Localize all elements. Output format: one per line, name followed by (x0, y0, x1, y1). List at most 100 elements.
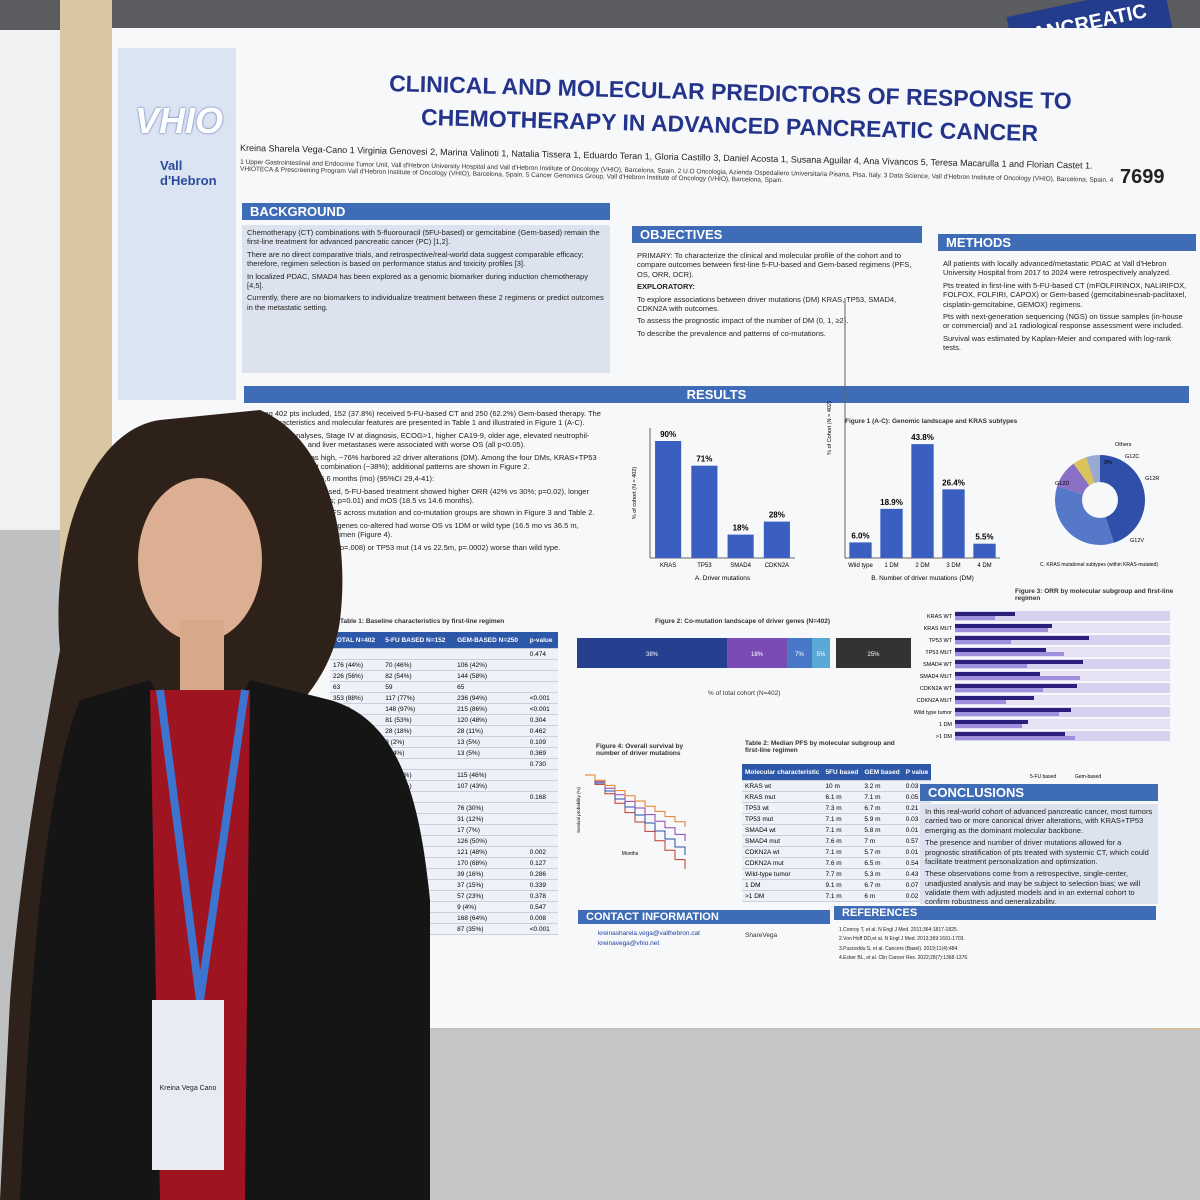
pie-label: 9% (1104, 460, 1112, 466)
x-tick-label: TP53 (697, 563, 712, 569)
segment (727, 638, 787, 668)
paragraph: Median follow-up of 35,6 months (mo) (95… (249, 474, 435, 484)
cell: 7.1 m (861, 791, 903, 803)
paragraph: Patterns of ORR and mPFS across mutation… (249, 508, 595, 518)
bar-5fu (955, 696, 1034, 700)
x-tick-label: SMAD4 (730, 563, 751, 569)
reference: 1.Conroy T, et al. N Engl J Med. 2011;36… (839, 927, 959, 933)
bar-5fu (955, 732, 1065, 736)
bar-gem (955, 664, 1027, 668)
handle: ShareVega (745, 932, 778, 939)
paragraph: Among 402 pts included, 152 (37.8%) rece… (249, 409, 601, 428)
cell: 176 (44%) (330, 659, 383, 671)
cell: 117 (77%) (382, 692, 455, 704)
row-bg (955, 611, 1170, 621)
cell: 3.2 m (861, 780, 903, 792)
cell: 6.7 m (861, 879, 903, 891)
pie-label: Others (1115, 442, 1132, 448)
neighbor-poster (0, 30, 60, 530)
row-label: SMAD4 WT (923, 662, 953, 668)
cell: 0.21 (902, 802, 932, 814)
cell: KRAS mut (742, 791, 823, 803)
segment-label: 5% (817, 652, 826, 658)
cell: 7.6 m (822, 857, 862, 869)
cell: 0.02 (902, 890, 932, 902)
data-label: 43.8% (911, 433, 934, 442)
figure-title: Figure 4: Overall survival by number of … (596, 743, 684, 757)
cell: 13 (5%) (454, 747, 527, 759)
table-header: TOTAL N=402 5-FU BASED N=152 GEM-BASED N=2… (330, 632, 558, 649)
reference: 2.Von Hoff DD,et al. N Engl J Med. 2013;… (839, 936, 965, 943)
caption: C. KRAS mutational subtypes (within KRAS… (1040, 562, 1158, 568)
cell: 28 (11%) (454, 725, 527, 737)
bullet: All patients with locally advanced/metas… (943, 259, 1172, 278)
cell: 76 (30%) (454, 802, 527, 814)
cell: 17 (7%) (454, 824, 527, 836)
bar (942, 489, 965, 558)
cell: 7.1 m (822, 846, 862, 858)
cell: 170 (68%) (454, 857, 527, 869)
table-row: 1 DM 9.1 m 6.7 m 0.07 (742, 879, 932, 891)
section-heading: REFERENCES (834, 906, 1156, 920)
cell: 10 m (822, 780, 862, 792)
cell: 121 (48%) (454, 846, 527, 858)
km-curve (585, 774, 686, 827)
section-heading: METHODS (938, 234, 1196, 251)
conclusions-box: In this real-world cohort of advanced pa… (920, 804, 1158, 904)
cell: 0.03 (902, 813, 932, 825)
badge-name: Kreina Vega Cano (160, 1085, 217, 1092)
cell: 7.1 m (822, 890, 862, 902)
bar-5fu (955, 684, 1077, 688)
bullet: Pts with next-generation sequencing (NGS… (943, 311, 1184, 331)
table-row: (90%)148 (97%)215 (86%)<0.001 (330, 703, 558, 715)
table-row: TP53 wt 7.3 m 6.7 m 0.21 (742, 802, 932, 814)
cell: 106 (42%) (454, 659, 527, 671)
paragraph: KRAS mut (15.4 vs 29.5m, p=.008) or TP53… (249, 542, 561, 552)
cell: 0.286 (526, 868, 558, 880)
table-row: TP53 mut 7.1 m 5.9 m 0.03 (742, 813, 932, 825)
header-cell: 5FU based (822, 764, 862, 781)
cell: 0.127 (526, 857, 558, 869)
cell: 87 (35%) (454, 923, 527, 935)
table-row: KRAS wt 10 m 3.2 m 0.03 (742, 780, 932, 792)
cell: 0.07 (902, 879, 932, 891)
cell: 7.1 m (822, 813, 862, 825)
cell: 5.8 m (861, 824, 903, 836)
bullet: These observations come from a retrospec… (925, 869, 1141, 904)
bar (911, 444, 934, 558)
methods-box: All patients with locally advanced/metas… (938, 256, 1196, 376)
figure-title: Figure 1 (A-C): Genomic landscape and KR… (845, 418, 1018, 425)
cell: 0.05 (902, 791, 932, 803)
table-row: 63 59 65 (330, 681, 558, 693)
data-label: 28% (769, 511, 785, 520)
table-row: Wild-type tumor 7.7 m 5.3 m 0.43 (742, 868, 932, 880)
cell: 126 (50%) (454, 835, 527, 847)
bar-gem (955, 724, 1022, 728)
table-row: 353 (88%) 117 (77%) 236 (94%) <0.001 (330, 692, 558, 704)
bullet: In localized PDAC, SMAD4 has been explor… (247, 271, 589, 290)
table-row: SMAD4 wt 7.1 m 5.8 m 0.01 (742, 824, 932, 836)
neck (180, 620, 224, 690)
cell: 9.1 m (822, 879, 862, 891)
row-label: CDKN2A WT (920, 686, 953, 692)
cell: 7.3 m (822, 802, 862, 814)
cell: 0.43 (902, 868, 932, 880)
cell (526, 769, 558, 781)
table-row: CDKN2A mut 7.6 m 6.5 m 0.54 (742, 857, 932, 869)
paragraph: Mutation burden was high, ~76% harbored … (249, 452, 597, 471)
poster-number: 7699 (1120, 166, 1165, 188)
cell: <0.001 (526, 692, 558, 704)
badge (152, 1000, 224, 1170)
section-heading: CONTACT INFORMATION (578, 910, 830, 924)
bar-5fu (955, 636, 1089, 640)
header-cell: GEM based (861, 764, 903, 781)
cell (526, 824, 558, 836)
cell (382, 791, 455, 803)
cell: 107 (43%) (454, 780, 527, 792)
figure-title: Figure 3: ORR by molecular subgroup and … (1015, 588, 1174, 602)
paragraph: In univariate analyses, Stage IV at diag… (249, 430, 590, 450)
paragraph: Compared with Gem-based, 5-FU-based trea… (249, 486, 589, 505)
cell: 82 (54%) (382, 670, 455, 682)
cell: 59 (382, 681, 455, 693)
pie-hole (1082, 482, 1118, 518)
